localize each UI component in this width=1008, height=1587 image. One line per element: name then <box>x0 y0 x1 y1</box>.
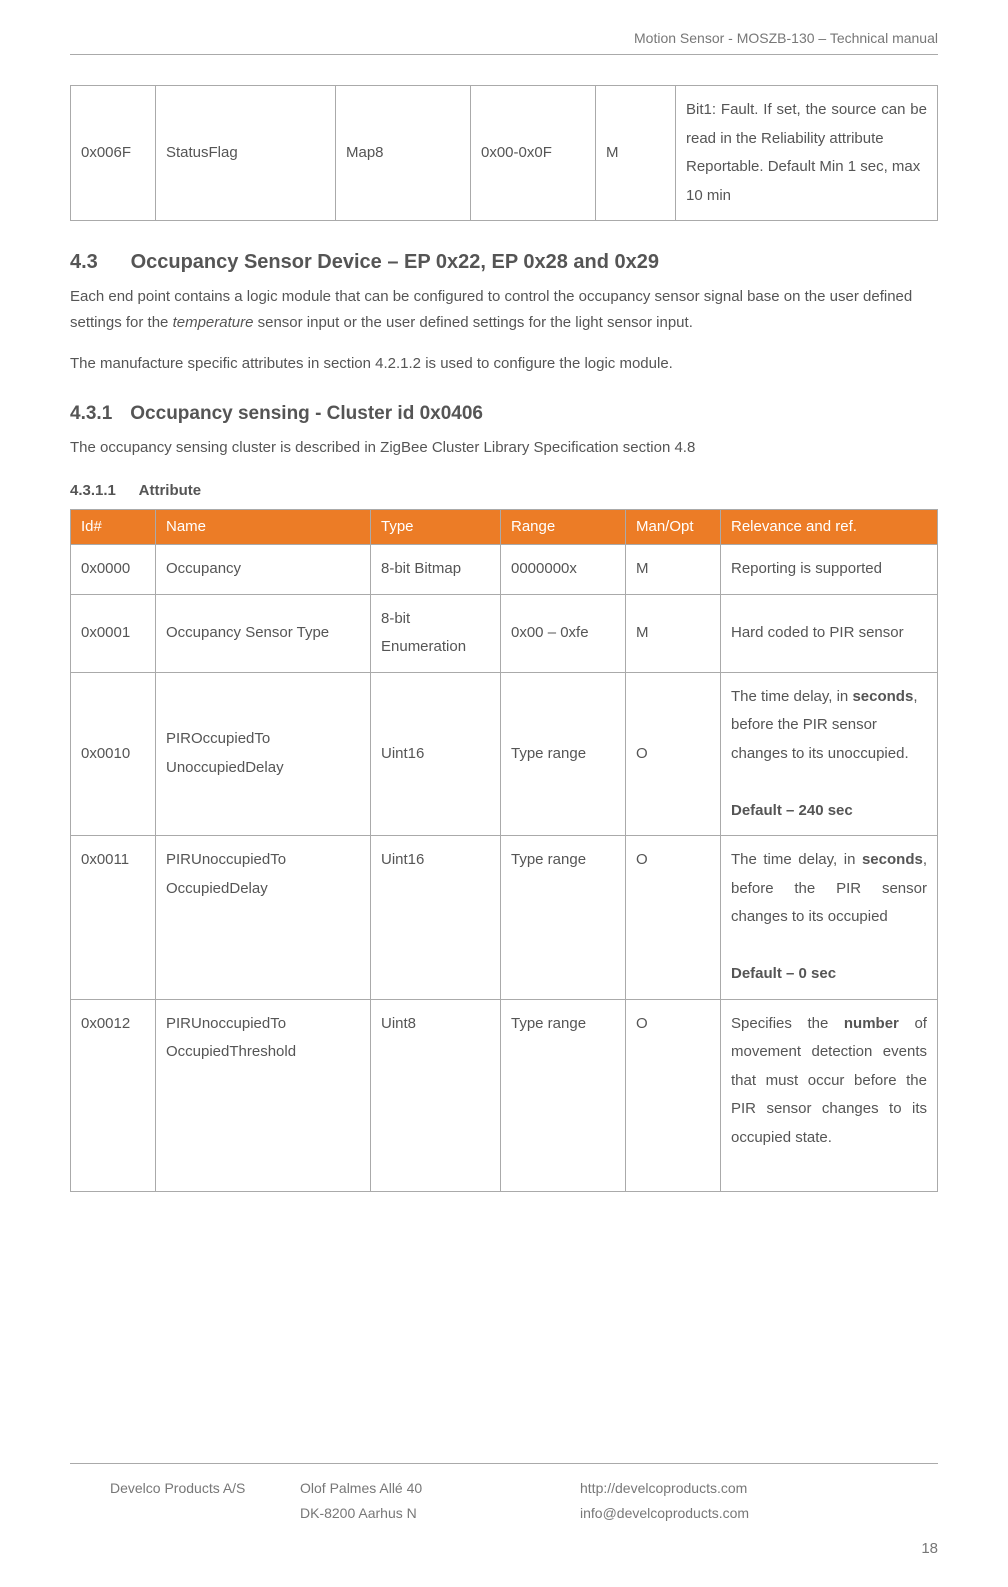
attribute-table: Id# Name Type Range Man/Opt Relevance an… <box>70 509 938 1192</box>
cell-relevance: The time delay, in seconds, before the P… <box>721 836 938 1000</box>
para-text: sensor input or the user defined setting… <box>253 314 692 331</box>
col-range: Range <box>501 510 626 545</box>
table-row: 0x0012 PIRUnoccupiedTo OccupiedThreshold… <box>71 999 938 1191</box>
cell-type: Map8 <box>336 86 471 221</box>
footer-url: http://develcoproducts.com <box>580 1476 938 1501</box>
cell-name: Occupancy Sensor Type <box>156 594 371 672</box>
col-type: Type <box>371 510 501 545</box>
cell-id: 0x0010 <box>71 672 156 836</box>
cell-manopt: O <box>626 836 721 1000</box>
table-row: 0x0000 Occupancy 8-bit Bitmap 0000000x M… <box>71 545 938 595</box>
col-relevance: Relevance and ref. <box>721 510 938 545</box>
col-manopt: Man/Opt <box>626 510 721 545</box>
section-4-3-para-1: Each end point contains a logic module t… <box>70 284 938 335</box>
rel-default: Default – 0 sec <box>731 960 836 989</box>
section-title: Occupancy sensing - Cluster id 0x0406 <box>130 403 483 424</box>
rel-bold: number <box>844 1015 899 1032</box>
cell-relevance: Reporting is supported <box>721 545 938 595</box>
cell-range: Type range <box>501 836 626 1000</box>
cell-id: 0x006F <box>71 86 156 221</box>
rel-bold: seconds <box>852 688 913 705</box>
cell-type: 8-bit Enumeration <box>371 594 501 672</box>
section-number: 4.3.1 <box>70 403 125 425</box>
rel-text: Specifies the <box>731 1015 844 1032</box>
cell-id: 0x0000 <box>71 545 156 595</box>
cell-range: 0000000x <box>501 545 626 595</box>
cell-name: PIRUnoccupiedTo OccupiedThreshold <box>156 999 371 1191</box>
cell-manopt: M <box>596 86 676 221</box>
cell-name: StatusFlag <box>156 86 336 221</box>
section-title: Attribute <box>139 482 202 499</box>
section-4-3-heading: 4.3 Occupancy Sensor Device – EP 0x22, E… <box>70 251 938 274</box>
table-row: 0x006F StatusFlag Map8 0x00-0x0F M Bit1:… <box>71 86 938 221</box>
cell-name: Occupancy <box>156 545 371 595</box>
footer-company: Develco Products A/S <box>70 1476 300 1526</box>
cell-name: PIROccupiedTo UnoccupiedDelay <box>156 672 371 836</box>
section-number: 4.3 <box>70 251 125 274</box>
section-4-3-1-para: The occupancy sensing cluster is describ… <box>70 435 938 461</box>
cell-manopt: O <box>626 999 721 1191</box>
cell-manopt: M <box>626 594 721 672</box>
relevance-text-1: Bit1: Fault. If set, the source can be r… <box>686 96 927 153</box>
rel-text: The time delay, in <box>731 688 852 705</box>
cell-id: 0x0001 <box>71 594 156 672</box>
para-italic: temperature <box>173 314 254 331</box>
cell-relevance: Specifies the number of movement detecti… <box>721 999 938 1191</box>
cell-type: 8-bit Bitmap <box>371 545 501 595</box>
footer-addr1: Olof Palmes Allé 40 <box>300 1476 580 1501</box>
section-title: Occupancy Sensor Device – EP 0x22, EP 0x… <box>131 251 659 273</box>
cell-manopt: O <box>626 672 721 836</box>
section-number: 4.3.1.1 <box>70 482 135 499</box>
cell-type: Uint8 <box>371 999 501 1191</box>
cell-id: 0x0011 <box>71 836 156 1000</box>
footer-contact: http://develcoproducts.com info@develcop… <box>580 1476 938 1526</box>
page-number: 18 <box>70 1540 938 1557</box>
section-4-3-para-2: The manufacture specific attributes in s… <box>70 351 938 377</box>
cell-id: 0x0012 <box>71 999 156 1191</box>
table-row: 0x0010 PIROccupiedTo UnoccupiedDelay Uin… <box>71 672 938 836</box>
relevance-text-2: Reportable. Default Min 1 sec, max 10 mi… <box>686 153 927 210</box>
cell-type: Uint16 <box>371 672 501 836</box>
col-id: Id# <box>71 510 156 545</box>
section-4-3-1-1-heading: 4.3.1.1 Attribute <box>70 482 938 499</box>
footer-addr2: DK-8200 Aarhus N <box>300 1501 580 1526</box>
document-header: Motion Sensor - MOSZB-130 – Technical ma… <box>70 30 938 55</box>
footer-address: Olof Palmes Allé 40 DK-8200 Aarhus N <box>300 1476 580 1526</box>
rel-text: The time delay, in <box>731 851 862 868</box>
statusflag-table: 0x006F StatusFlag Map8 0x00-0x0F M Bit1:… <box>70 85 938 221</box>
cell-range: Type range <box>501 999 626 1191</box>
cell-relevance: The time delay, in seconds, before the P… <box>721 672 938 836</box>
cell-relevance: Bit1: Fault. If set, the source can be r… <box>676 86 938 221</box>
cell-manopt: M <box>626 545 721 595</box>
page-footer: Develco Products A/S Olof Palmes Allé 40… <box>70 1463 938 1557</box>
cell-name: PIRUnoccupiedTo OccupiedDelay <box>156 836 371 1000</box>
footer-content: Develco Products A/S Olof Palmes Allé 40… <box>70 1463 938 1526</box>
cell-range: Type range <box>501 672 626 836</box>
rel-default: Default – 240 sec <box>731 802 853 819</box>
table-row: 0x0001 Occupancy Sensor Type 8-bit Enume… <box>71 594 938 672</box>
cell-range: 0x00 – 0xfe <box>501 594 626 672</box>
cell-range: 0x00-0x0F <box>471 86 596 221</box>
cell-type: Uint16 <box>371 836 501 1000</box>
col-name: Name <box>156 510 371 545</box>
doc-title: Motion Sensor - MOSZB-130 – Technical ma… <box>634 30 938 46</box>
rel-text: of movement detection events that must o… <box>731 1015 927 1146</box>
cell-relevance: Hard coded to PIR sensor <box>721 594 938 672</box>
table-header-row: Id# Name Type Range Man/Opt Relevance an… <box>71 510 938 545</box>
table-row: 0x0011 PIRUnoccupiedTo OccupiedDelay Uin… <box>71 836 938 1000</box>
footer-email: info@develcoproducts.com <box>580 1501 938 1526</box>
rel-bold: seconds <box>862 851 923 868</box>
section-4-3-1-heading: 4.3.1 Occupancy sensing - Cluster id 0x0… <box>70 403 938 425</box>
